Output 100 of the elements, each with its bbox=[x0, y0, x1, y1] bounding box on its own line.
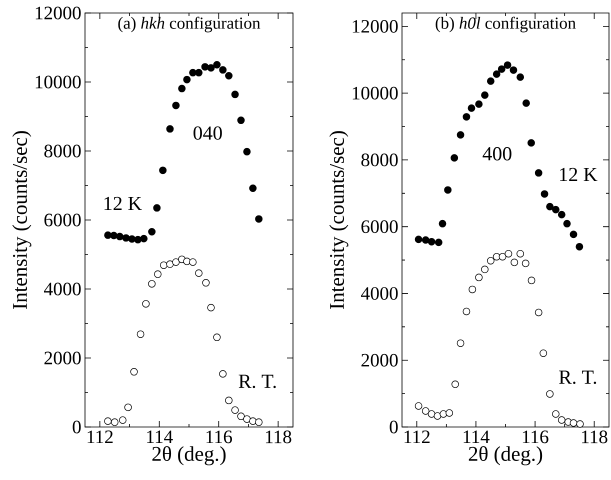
point bbox=[498, 65, 506, 73]
point bbox=[504, 250, 512, 258]
chart-title: (b) h0l configuration bbox=[436, 16, 576, 32]
point bbox=[527, 139, 535, 147]
point bbox=[428, 410, 436, 418]
point bbox=[255, 418, 263, 426]
point bbox=[510, 66, 518, 74]
point bbox=[450, 154, 458, 162]
y-tick-label: 0 bbox=[72, 420, 81, 434]
point bbox=[104, 417, 112, 425]
x-tick-label: 116 bbox=[522, 430, 548, 444]
annotation: 400 bbox=[482, 147, 512, 160]
point bbox=[438, 220, 446, 228]
annotation: R. T. bbox=[559, 370, 596, 384]
point bbox=[195, 68, 203, 76]
point bbox=[468, 286, 476, 294]
point bbox=[414, 402, 422, 410]
x-tick-label: 112 bbox=[88, 430, 113, 444]
y-tick-label: 8000 bbox=[44, 144, 81, 158]
point bbox=[510, 258, 518, 266]
point bbox=[434, 238, 442, 246]
point bbox=[422, 407, 430, 415]
point bbox=[118, 416, 126, 424]
point bbox=[189, 258, 197, 266]
point bbox=[576, 420, 584, 428]
y-tick-label: 12000 bbox=[36, 6, 81, 20]
point bbox=[481, 266, 489, 274]
annotation: 12 K bbox=[560, 168, 598, 182]
point bbox=[468, 104, 476, 112]
point bbox=[249, 184, 257, 192]
point bbox=[237, 412, 245, 420]
point bbox=[534, 308, 542, 316]
point bbox=[219, 66, 227, 74]
y-tick-label: 6000 bbox=[361, 220, 398, 234]
point bbox=[172, 102, 180, 110]
point bbox=[522, 99, 530, 107]
point bbox=[237, 116, 245, 124]
point bbox=[481, 91, 489, 99]
point bbox=[249, 417, 257, 425]
point bbox=[428, 238, 436, 246]
point bbox=[201, 63, 209, 71]
point bbox=[540, 190, 548, 198]
point bbox=[202, 279, 210, 287]
point bbox=[540, 349, 548, 357]
point bbox=[446, 409, 454, 417]
point bbox=[225, 396, 233, 404]
point bbox=[492, 252, 500, 260]
point bbox=[504, 61, 512, 69]
annotation: R. T. bbox=[238, 374, 276, 388]
point bbox=[434, 412, 442, 420]
point bbox=[558, 416, 566, 424]
point bbox=[159, 166, 167, 174]
chart-title: (a) hkh configuration bbox=[118, 16, 260, 32]
point bbox=[576, 242, 584, 250]
point bbox=[207, 64, 215, 72]
point bbox=[255, 215, 263, 223]
point bbox=[462, 308, 470, 316]
point bbox=[475, 274, 483, 282]
point bbox=[172, 258, 180, 266]
point bbox=[486, 256, 494, 264]
point bbox=[444, 186, 452, 194]
point bbox=[451, 380, 459, 388]
point bbox=[570, 230, 578, 238]
point bbox=[124, 404, 132, 412]
annotation: 040 bbox=[194, 126, 222, 140]
x-tick-label: 118 bbox=[582, 430, 608, 444]
point bbox=[148, 228, 156, 236]
point bbox=[462, 113, 470, 121]
point bbox=[546, 202, 554, 210]
point bbox=[231, 90, 239, 98]
point bbox=[534, 169, 542, 177]
point bbox=[116, 232, 124, 240]
x-tick-label: 112 bbox=[404, 430, 430, 444]
point bbox=[140, 234, 148, 242]
point bbox=[207, 304, 215, 312]
x-axis-title: 2θ (deg.) bbox=[468, 446, 542, 466]
y-tick-label: 4000 bbox=[361, 287, 398, 300]
y-tick-label: 12000 bbox=[352, 20, 398, 33]
y-tick-label: 2000 bbox=[44, 352, 81, 364]
point bbox=[231, 406, 239, 414]
point bbox=[528, 276, 536, 284]
point bbox=[195, 269, 203, 277]
point bbox=[522, 260, 530, 268]
x-tick-label: 114 bbox=[147, 430, 173, 444]
point bbox=[492, 70, 500, 78]
y-tick-label: 4000 bbox=[44, 282, 81, 296]
y-tick-label: 0 bbox=[390, 420, 398, 434]
point bbox=[225, 72, 233, 80]
point bbox=[178, 84, 186, 92]
point bbox=[563, 220, 571, 228]
point bbox=[486, 77, 494, 85]
y-tick-label: 8000 bbox=[361, 154, 398, 166]
point bbox=[456, 131, 464, 139]
point bbox=[213, 60, 221, 68]
point bbox=[498, 252, 506, 260]
point bbox=[422, 236, 430, 244]
point bbox=[558, 210, 566, 218]
point bbox=[219, 370, 227, 378]
point bbox=[516, 250, 524, 258]
point bbox=[570, 419, 578, 427]
